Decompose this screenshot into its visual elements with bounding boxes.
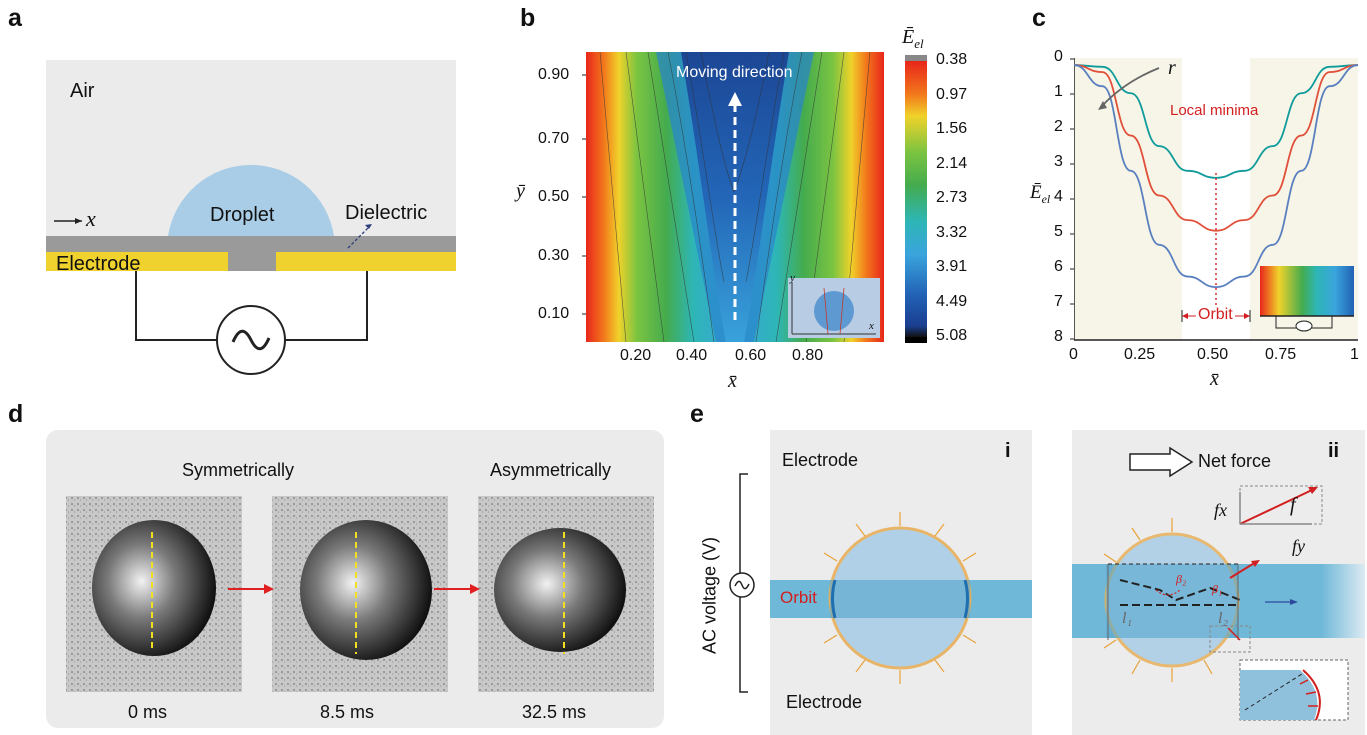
c-ytick-6: 6 bbox=[1054, 258, 1063, 275]
b-ytick-0: 0.90 bbox=[538, 66, 570, 83]
air-label: Air bbox=[70, 80, 95, 102]
inset-x-label: x bbox=[869, 320, 874, 332]
f-label: f bbox=[1290, 494, 1296, 516]
colorbar bbox=[905, 55, 927, 343]
colorbar-title-main: Ē bbox=[902, 26, 915, 48]
panel-e-schematics bbox=[729, 430, 1365, 735]
cb-tick-8: 5.08 bbox=[936, 327, 968, 344]
cb-tick-3: 2.14 bbox=[936, 155, 968, 172]
c-ytick-2: 2 bbox=[1054, 118, 1063, 135]
orbit-label-c: Orbit bbox=[1196, 306, 1235, 324]
cb-tick-5: 3.32 bbox=[936, 224, 968, 241]
series-line-2 bbox=[1074, 64, 1358, 289]
panel-c-y-ticks bbox=[1070, 58, 1074, 340]
local-minima-label: Local minima bbox=[1170, 102, 1259, 119]
orbit-label-e: Orbit bbox=[780, 588, 817, 607]
time-1: 8.5 ms bbox=[320, 702, 375, 722]
c-ylabel-sub: el bbox=[1041, 191, 1051, 206]
net-force-label: Net force bbox=[1198, 451, 1272, 471]
c-ytick-1: 1 bbox=[1054, 83, 1063, 100]
c-ytick-3: 3 bbox=[1054, 153, 1063, 170]
panel-d-label: d bbox=[8, 400, 24, 428]
energy-contour-map bbox=[586, 52, 884, 342]
sub-ii-label: ii bbox=[1328, 440, 1340, 462]
c-xtick-3: 0.75 bbox=[1265, 346, 1297, 363]
b-xtick-0: 0.20 bbox=[620, 347, 652, 364]
electrode-top-label: Electrode bbox=[782, 450, 859, 470]
c-xtick-4: 1 bbox=[1350, 346, 1359, 363]
inset-y-label: y bbox=[790, 272, 795, 284]
panel-c-label: c bbox=[1032, 4, 1046, 32]
l1-label: l₁ bbox=[1122, 610, 1133, 627]
panel-b-label: b bbox=[520, 4, 536, 32]
b-ytick-3: 0.30 bbox=[538, 247, 570, 264]
b-xlabel: x̄ bbox=[728, 370, 737, 392]
cb-tick-1: 0.97 bbox=[936, 86, 968, 103]
time-2: 32.5 ms bbox=[522, 702, 587, 722]
droplet-label: Droplet bbox=[210, 204, 275, 226]
electrode-bottom-label: Electrode bbox=[786, 692, 863, 712]
cb-tick-2: 1.56 bbox=[936, 120, 968, 137]
sub-i-label: i bbox=[1005, 440, 1011, 462]
c-ytick-4: 4 bbox=[1054, 188, 1063, 205]
b-xtick-3: 0.80 bbox=[792, 347, 824, 364]
droplet-frames bbox=[66, 496, 654, 692]
asymmetrically-label: Asymmetrically bbox=[490, 460, 612, 480]
series-line-0 bbox=[1074, 64, 1358, 179]
dielectric-label: Dielectric bbox=[345, 202, 428, 224]
ac-voltage-label: AC voltage (V) bbox=[699, 536, 720, 655]
c-ylabel: Ēel bbox=[1030, 182, 1050, 207]
b-ytick-2: 0.50 bbox=[538, 188, 570, 205]
moving-direction-label: Moving direction bbox=[676, 64, 793, 81]
b-xtick-1: 0.40 bbox=[676, 347, 708, 364]
c-xlabel: x̄ bbox=[1210, 368, 1219, 390]
c-xtick-2: 0.50 bbox=[1197, 346, 1229, 363]
b-ytick-1: 0.70 bbox=[538, 130, 570, 147]
c-ytick-7: 7 bbox=[1054, 293, 1063, 310]
c-ytick-0: 0 bbox=[1054, 48, 1063, 65]
b-ylabel: ȳ bbox=[516, 180, 525, 202]
x-axis-label: x bbox=[86, 206, 96, 231]
symmetrically-label: Symmetrically bbox=[182, 460, 295, 480]
beta2-label: β₂ bbox=[1176, 572, 1187, 586]
electrode-label: Electrode bbox=[56, 253, 141, 275]
c-xtick-1: 0.25 bbox=[1124, 346, 1156, 363]
l2-label: l₂ bbox=[1218, 610, 1229, 627]
fy-label: fy bbox=[1292, 536, 1305, 556]
cb-tick-6: 3.91 bbox=[936, 258, 968, 275]
c-ytick-5: 5 bbox=[1054, 223, 1063, 240]
series-line-1 bbox=[1074, 64, 1358, 232]
r-label: r bbox=[1168, 57, 1176, 79]
cb-tick-4: 2.73 bbox=[936, 189, 968, 206]
panel-b-y-ticks bbox=[582, 74, 586, 315]
colorbar-title: Ēel bbox=[902, 26, 924, 52]
fx-label: fx bbox=[1214, 500, 1227, 520]
c-xtick-0: 0 bbox=[1069, 346, 1078, 363]
cb-tick-0: 0.38 bbox=[936, 51, 968, 68]
panel-e-label: e bbox=[690, 400, 704, 428]
b-ytick-4: 0.10 bbox=[538, 305, 570, 322]
energy-line-chart bbox=[1074, 58, 1358, 341]
panel-a-label: a bbox=[8, 4, 22, 32]
c-ytick-8: 8 bbox=[1054, 328, 1063, 345]
panel-a-schematic bbox=[46, 60, 456, 375]
b-xtick-2: 0.60 bbox=[735, 347, 767, 364]
time-0: 0 ms bbox=[128, 702, 168, 722]
colorbar-title-sub: el bbox=[914, 36, 924, 51]
c-ylabel-main: Ē bbox=[1030, 182, 1042, 203]
cb-tick-7: 4.49 bbox=[936, 293, 968, 310]
beta1-label: β₁ bbox=[1212, 582, 1223, 596]
